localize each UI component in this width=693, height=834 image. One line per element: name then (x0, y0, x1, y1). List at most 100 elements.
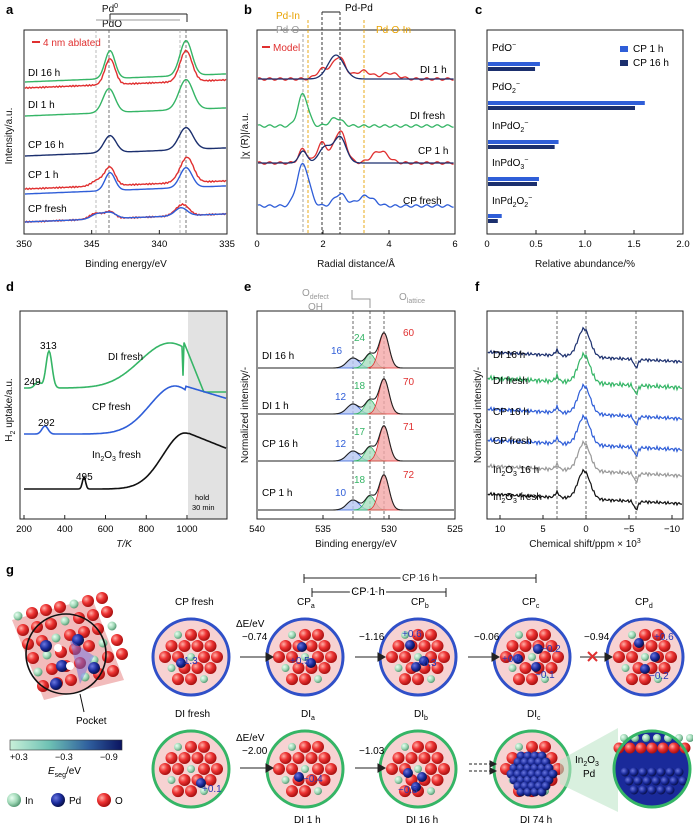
bot-time-0: DI 1 h (294, 815, 321, 826)
oxygen-atom (179, 752, 191, 764)
indium-atom (288, 743, 296, 751)
oxygen-atom (406, 752, 418, 764)
bar-PdO−-CP1h (488, 62, 540, 66)
palladium-atom (657, 786, 666, 795)
oxygen-atom (425, 629, 437, 641)
val-top-3: −0.3 (417, 658, 437, 669)
tick-label: 600 (98, 524, 114, 535)
indium-atom (14, 612, 23, 621)
val-bot-2: −0.3 (398, 785, 418, 796)
indium-atom (628, 631, 636, 639)
oxygen-atom (319, 752, 331, 764)
indium-atom (187, 765, 195, 773)
trace-label-b-cp1h: CP 1 h (418, 146, 448, 157)
legend-swatch-cp16h (620, 60, 628, 66)
oxygen-atom (166, 640, 178, 652)
oxygen-atom (325, 651, 337, 663)
oxygen-atom (626, 651, 638, 663)
bar-PdO−-CP16h (488, 67, 535, 71)
indium-atom (288, 631, 296, 639)
indium-atom (414, 765, 422, 773)
structure-bottom (153, 731, 229, 807)
oxygen-atom (393, 640, 405, 652)
oxygen-atom (513, 673, 525, 685)
indium-atom (622, 664, 630, 672)
bar-InPd2O2−-CP16h (488, 219, 498, 223)
indium-atom (282, 776, 290, 784)
panel-g: g Pocket +0.3 −0.3 −0.9 Eseg/eV In Pd O … (6, 562, 693, 826)
top-label-2: CPb (411, 597, 429, 610)
bracket-cp1h-label: CP 1 h (351, 586, 384, 598)
peak-292: 292 (38, 418, 55, 429)
val-top-8: −0.2 (649, 671, 669, 682)
oxygen-atom (286, 673, 298, 685)
panel-e-xlabel: Binding energy/eV (315, 539, 397, 550)
palladium-atom (634, 777, 643, 786)
species-inpd2o2: InPd2O2− (492, 195, 532, 209)
cbar-label: Eseg/eV (48, 766, 81, 779)
oxygen-atom (613, 651, 625, 663)
oxygen-atom (386, 763, 398, 775)
palladium-atom (549, 770, 558, 779)
species-inpdo3: InPdO3− (492, 157, 528, 171)
palladium-atom (652, 777, 661, 786)
trace-label-di16h: DI 16 h (28, 68, 60, 79)
indium-atom (653, 734, 661, 742)
e-row-2: CP 16 h (262, 439, 298, 450)
panel-c-xlabel: Relative abundance/% (535, 259, 635, 270)
species-pdo2: PdO2− (492, 81, 520, 95)
oxygen-atom (438, 651, 450, 663)
oxygen-atom (325, 763, 337, 775)
f-label-4: In2O3 16 h (493, 465, 539, 478)
val-top-2: +0.6 (402, 629, 422, 640)
palladium-atom (657, 768, 666, 777)
bar-PdO2−-CP16h (488, 106, 635, 110)
palladium-atom (403, 768, 413, 778)
oxygen-atom (116, 648, 128, 660)
tick-label: 2 (320, 239, 325, 250)
tick-label: 1.0 (578, 239, 591, 250)
oxygen-atom (438, 763, 450, 775)
palladium-atom (621, 768, 630, 777)
oxygen-atom (17, 624, 29, 636)
indium-atom (174, 631, 182, 639)
f-label-0: DI 16 h (493, 350, 525, 361)
peak-249: 249 (24, 377, 41, 388)
oxygen-atom (198, 741, 210, 753)
oxygen-atom (198, 629, 210, 641)
top-step-0: −0.74 (242, 632, 268, 643)
legend-pd: Pd (69, 796, 81, 807)
peak-313: 313 (40, 341, 57, 352)
panel-label-b: b (244, 2, 252, 17)
pocket-label: Pocket (76, 716, 107, 727)
indium-atom (427, 675, 435, 683)
slab-structure (12, 592, 128, 712)
oxygen-atom (669, 743, 680, 754)
bar-PdO2−-CP1h (488, 101, 645, 105)
oxygen-atom (432, 774, 444, 786)
val-top-7: +0.6 (654, 632, 674, 643)
oxygen-atom (172, 673, 184, 685)
indium-atom (200, 675, 208, 683)
f-label-5: In2O3 fresh (493, 492, 542, 505)
oxygen-atom (425, 741, 437, 753)
oxygen-atom (102, 651, 114, 663)
legend-o-icon (97, 793, 111, 807)
tick-label: 530 (381, 524, 397, 535)
e-val-green-3: 18 (354, 475, 366, 486)
oxygen-atom (636, 743, 647, 754)
tick-label: 0 (484, 239, 489, 250)
oxygen-atom (192, 640, 204, 652)
val-top-1: +0.5 (290, 656, 310, 667)
indium-atom (174, 743, 182, 751)
trace-label-b-cpfresh: CP fresh (403, 196, 442, 207)
inset-label-2: Pd (583, 769, 595, 780)
oxygen-atom (192, 752, 204, 764)
oxygen-atom (412, 673, 424, 685)
